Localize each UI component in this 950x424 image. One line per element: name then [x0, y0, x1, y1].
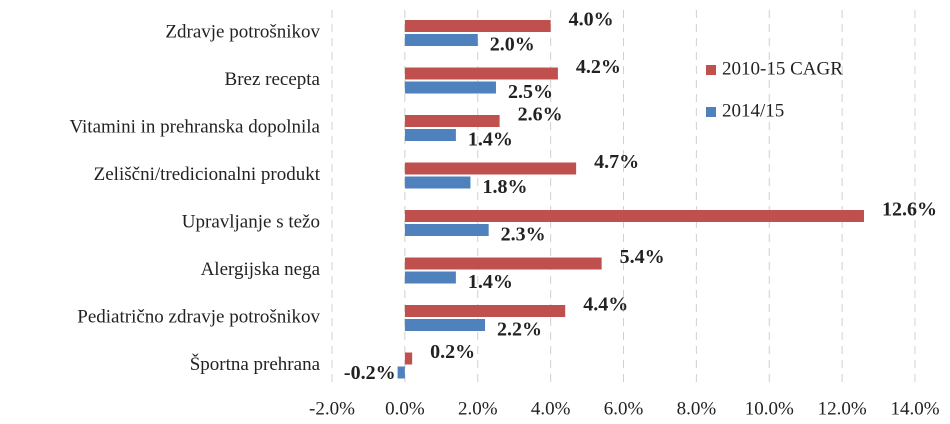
- data-label: 2.2%: [497, 319, 542, 341]
- legend-swatch: [706, 65, 716, 75]
- y-tick-label: Upravljanje s težo: [182, 211, 320, 232]
- data-label: 2.5%: [508, 81, 553, 103]
- y-tick-label: Zeliščni/tredicionalni produkt: [94, 164, 321, 185]
- data-label: 2.3%: [501, 224, 546, 246]
- x-tick-label: 8.0%: [677, 398, 717, 419]
- y-tick-label: Športna prehrana: [190, 353, 321, 375]
- data-label: 2.6%: [518, 104, 563, 126]
- data-label: 4.0%: [569, 9, 614, 31]
- x-tick-label: 0.0%: [385, 398, 425, 419]
- y-tick-label: Alergijska nega: [201, 259, 321, 280]
- y-tick-label: Zdravje potrošnikov: [165, 21, 320, 42]
- data-label: 12.6%: [882, 199, 937, 221]
- data-label: 1.4%: [468, 129, 513, 151]
- legend-swatch: [706, 107, 716, 117]
- x-tick-label: 12.0%: [818, 398, 867, 419]
- legend-label: 2014/15: [722, 100, 784, 121]
- bar: [404, 115, 500, 127]
- bar: [404, 81, 496, 94]
- x-tick-label: 2.0%: [458, 398, 498, 419]
- bar: [404, 224, 489, 236]
- bar: [404, 210, 864, 222]
- bar: [404, 305, 566, 317]
- data-label: -0.2%: [344, 362, 396, 384]
- x-tick-label: -2.0%: [309, 398, 355, 419]
- bar: [404, 271, 456, 284]
- y-tick-label: Vitamini in prehranska dopolnila: [69, 116, 320, 137]
- x-tick-label: 4.0%: [531, 398, 571, 419]
- bar: [404, 257, 602, 270]
- data-label: 5.4%: [620, 246, 665, 268]
- data-label: 1.8%: [482, 176, 527, 198]
- bar: [404, 34, 478, 46]
- data-label: 4.4%: [583, 294, 628, 316]
- y-tick-label: Brez recepta: [225, 69, 321, 90]
- data-label: 0.2%: [430, 341, 475, 363]
- bar: [404, 176, 471, 189]
- bar: [404, 20, 551, 32]
- data-label: 2.0%: [490, 34, 535, 56]
- data-label: 4.2%: [576, 56, 621, 78]
- legend-label: 2010-15 CAGR: [722, 58, 843, 79]
- y-tick-label: Pediatrično zdravje potrošnikov: [77, 306, 320, 327]
- x-tick-label: 6.0%: [604, 398, 644, 419]
- bar: [404, 319, 486, 331]
- data-label: 1.4%: [468, 271, 513, 293]
- data-label: 4.7%: [594, 151, 639, 173]
- bar: [404, 129, 456, 141]
- x-tick-label: 10.0%: [745, 398, 794, 419]
- bar: [397, 366, 405, 379]
- x-tick-label: 14.0%: [890, 398, 939, 419]
- bar: [404, 162, 577, 175]
- bar: [404, 352, 413, 365]
- bar: [404, 67, 558, 80]
